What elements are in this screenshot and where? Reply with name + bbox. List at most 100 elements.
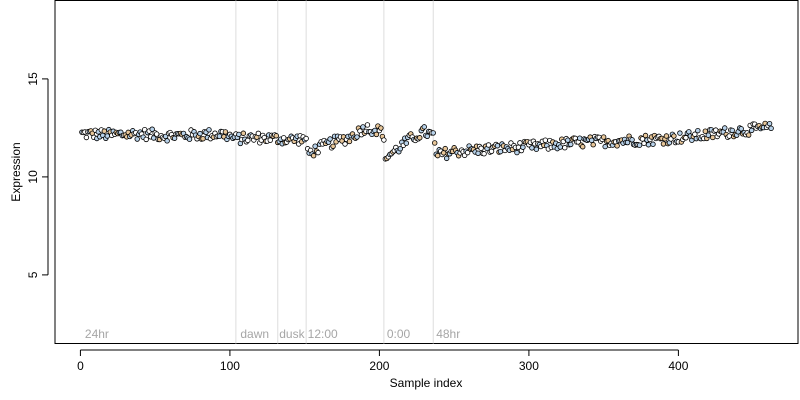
data-point <box>642 132 649 139</box>
data-point <box>378 125 384 131</box>
section-label: 24hr <box>85 327 109 341</box>
data-point <box>565 137 571 143</box>
data-point <box>424 133 430 139</box>
data-point <box>497 148 504 155</box>
data-point <box>303 135 309 142</box>
data-point <box>464 149 471 156</box>
x-axis: 0 100 200 300 400 <box>77 349 689 373</box>
section-lines <box>235 0 434 344</box>
data-point <box>636 142 643 148</box>
data-point <box>475 150 481 156</box>
data-point <box>520 144 526 150</box>
data-point <box>315 149 321 156</box>
data-point <box>514 149 520 156</box>
data-point <box>164 138 170 144</box>
data-point <box>695 127 701 134</box>
data-point <box>360 124 366 130</box>
data-point <box>310 153 317 159</box>
data-point <box>435 152 441 159</box>
data-point <box>722 125 728 131</box>
data-point <box>134 136 140 142</box>
data-point <box>240 130 247 136</box>
data-point <box>143 136 149 143</box>
data-point <box>614 143 620 149</box>
data-point <box>568 141 574 148</box>
data-point <box>421 124 427 130</box>
data-point <box>417 135 423 141</box>
data-point <box>403 140 410 146</box>
y-axis-label: Expression <box>9 142 23 201</box>
y-tick-label: 5 <box>26 271 40 278</box>
data-point <box>768 125 774 132</box>
data-point <box>745 132 752 138</box>
section-label: 48hr <box>436 327 460 341</box>
x-axis-label: Sample index <box>390 376 463 390</box>
data-point <box>101 128 108 134</box>
data-point <box>677 130 683 136</box>
data-point <box>533 146 540 152</box>
data-point <box>83 134 90 141</box>
data-point <box>729 127 735 134</box>
data-point <box>255 130 262 137</box>
section-label: 0:00 <box>387 327 411 341</box>
data-point <box>267 137 273 143</box>
section-labels: 24hr dawn dusk 12:00 0:00 48hr <box>85 327 460 341</box>
data-point <box>442 145 448 152</box>
data-point <box>186 136 193 142</box>
data-point <box>602 143 608 150</box>
data-point <box>346 138 353 145</box>
data-point <box>281 135 287 141</box>
data-point <box>748 127 755 134</box>
data-point <box>562 145 568 151</box>
data-point <box>726 133 732 139</box>
x-tick-label: 0 <box>77 359 84 373</box>
x-tick-label: 400 <box>668 359 688 373</box>
data-point <box>222 129 229 135</box>
data-point <box>330 143 336 150</box>
x-tick-label: 200 <box>369 359 389 373</box>
section-label: dusk <box>279 327 305 341</box>
data-point <box>710 134 716 141</box>
data-point <box>364 122 371 128</box>
data-point <box>629 137 635 143</box>
data-point <box>766 120 773 127</box>
data-point <box>443 155 450 162</box>
data-point <box>312 143 318 149</box>
data-point <box>481 151 487 157</box>
data-point <box>683 135 689 141</box>
data-point <box>236 131 242 138</box>
y-axis: 5 10 15 <box>26 72 49 278</box>
y-tick-label: 10 <box>26 170 40 184</box>
y-tick-label: 15 <box>26 72 40 86</box>
data-point <box>557 144 563 150</box>
data-point <box>200 136 206 142</box>
data-point <box>517 140 523 146</box>
data-point <box>494 143 501 149</box>
data-point <box>590 142 596 148</box>
data-point <box>197 130 203 137</box>
data-point <box>738 126 744 132</box>
data-point <box>342 141 348 147</box>
data-point <box>671 133 677 139</box>
data-point <box>542 137 549 143</box>
section-label: 12:00 <box>308 327 338 341</box>
x-tick-label: 100 <box>220 359 240 373</box>
data-point <box>663 133 670 139</box>
data-point <box>206 127 212 133</box>
data-point <box>624 139 631 146</box>
data-point <box>245 137 251 144</box>
data-point <box>478 145 484 151</box>
data-point <box>397 145 404 152</box>
data-point <box>529 145 535 151</box>
data-point <box>149 126 155 132</box>
data-point <box>104 133 111 139</box>
data-point <box>577 135 583 141</box>
data-point <box>273 133 279 139</box>
data-point <box>580 144 586 150</box>
data-point <box>381 137 387 143</box>
data-point <box>430 130 436 136</box>
data-point <box>485 142 492 148</box>
data-point <box>705 132 711 138</box>
